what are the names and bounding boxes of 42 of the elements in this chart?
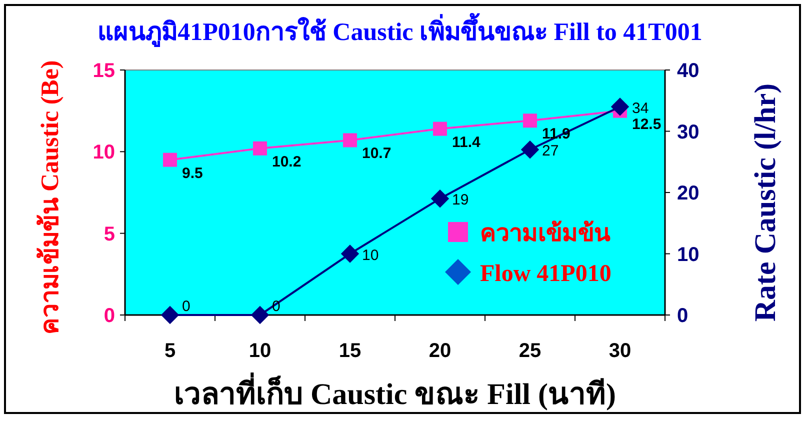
point — [430, 190, 450, 208]
legend-label: ความเข้มข้น — [480, 220, 611, 247]
point — [253, 141, 267, 156]
x-tick-label: 10 — [248, 340, 272, 362]
x-tick-label: 30 — [608, 340, 632, 362]
x-tick-label: 20 — [428, 340, 452, 362]
data-label: 11.4 — [452, 134, 482, 151]
y2-tick-label: 30 — [677, 121, 700, 144]
x-tick-label: 15 — [338, 340, 362, 362]
y2-tick-label: 20 — [677, 182, 700, 204]
data-label: 0 — [182, 298, 190, 315]
data-label: 9.5 — [182, 164, 203, 182]
point — [160, 306, 180, 324]
point — [250, 306, 270, 324]
x-tick-label: 5 — [164, 340, 176, 362]
y-tick-label: 5 — [104, 223, 115, 246]
point — [520, 140, 540, 159]
y-tick-label: 10 — [92, 142, 115, 164]
point — [610, 98, 630, 116]
y2-axis-title: Rate Caustic (l/hr) — [749, 83, 782, 322]
point — [340, 244, 360, 263]
chart-title: แผนภูมิ41P010การใช้ Caustic เพิ่มขึ้นขณะ Fill to 41T001 — [98, 12, 702, 48]
legend: ความเข้มข้น Flow 41P010 — [445, 221, 612, 287]
y-axis-title: ความเข้มข้น Caustic (Be) — [36, 60, 64, 335]
data-label: 10.7 — [362, 145, 392, 162]
point — [523, 114, 537, 128]
y2-tick-label: 0 — [677, 305, 688, 327]
x-tick-label: 25 — [518, 340, 542, 362]
data-label: 34 — [632, 100, 649, 117]
x-axis-title: เวลาที่เก็บ Caustic ขณะ Fill (นาที) — [174, 372, 616, 411]
data-label: 12.5 — [632, 116, 662, 133]
data-label: 10 — [362, 246, 379, 264]
y-tick-label: 15 — [92, 60, 115, 82]
data-label: 19 — [452, 192, 469, 209]
data-label: 10.2 — [272, 153, 302, 170]
point — [343, 133, 357, 148]
y-tick-label: 0 — [104, 305, 115, 327]
point — [163, 152, 177, 167]
y2-tick-label: 10 — [677, 244, 700, 266]
point — [433, 122, 447, 136]
data-label: 27 — [542, 142, 559, 160]
y2-tick-label: 40 — [677, 60, 700, 82]
